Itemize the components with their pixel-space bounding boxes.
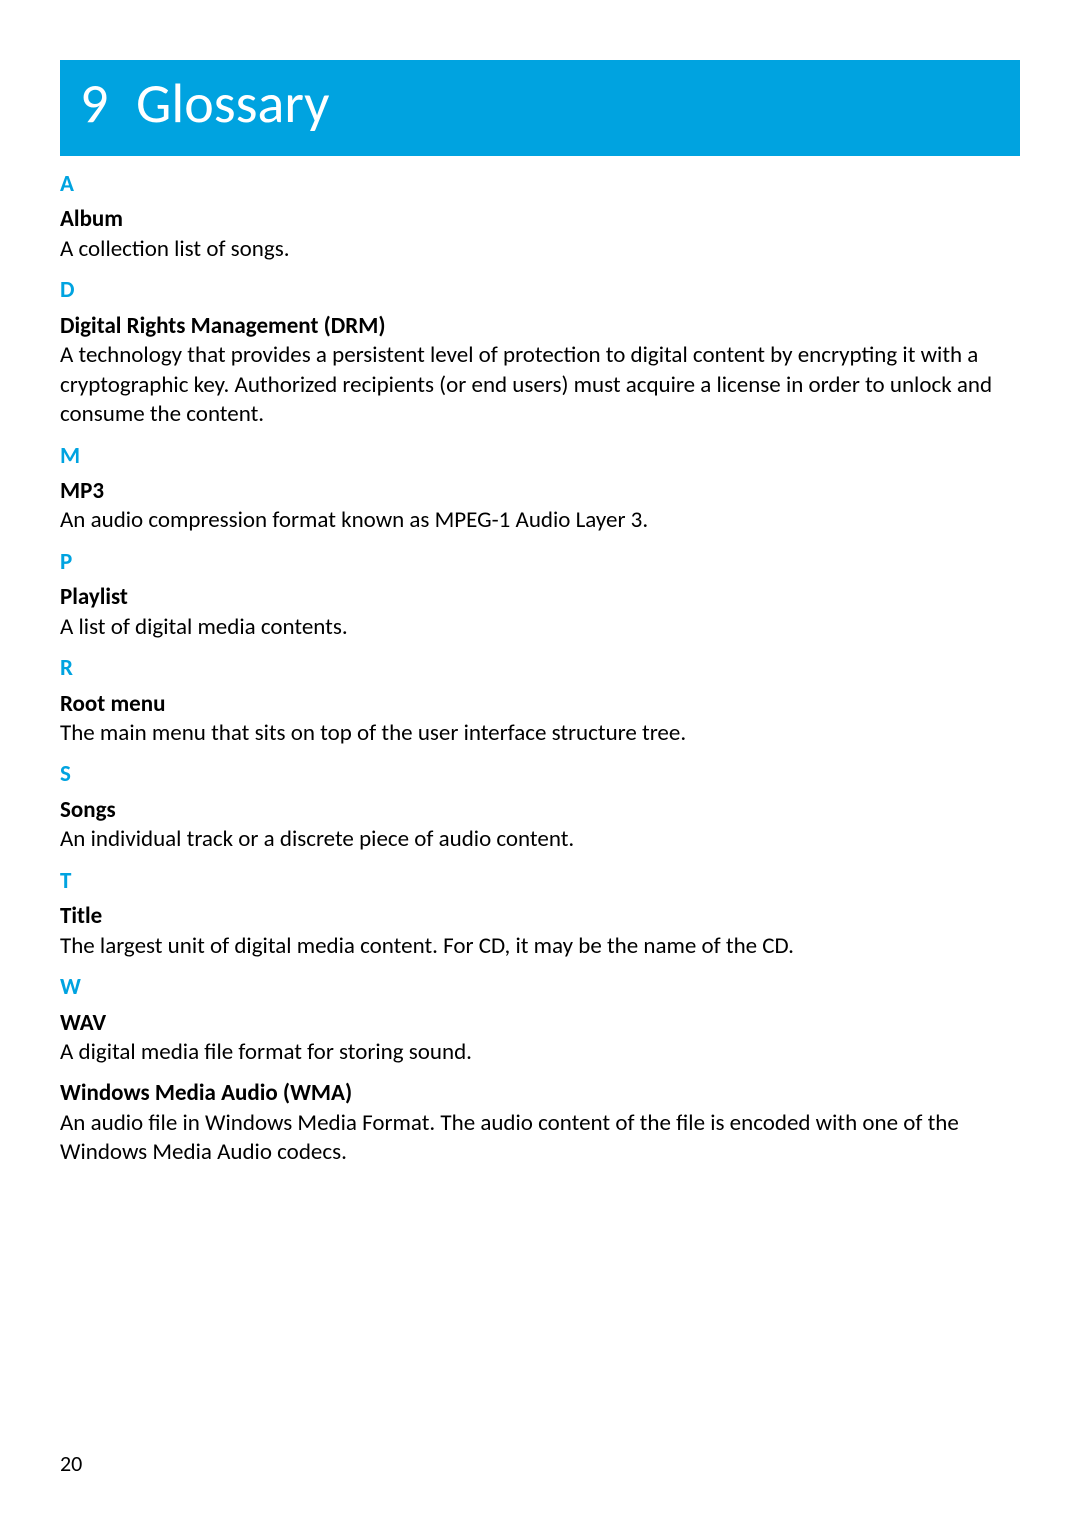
glossary-definition: A list of digital media contents. <box>60 613 1020 642</box>
glossary-term: MP3 <box>60 477 1020 506</box>
glossary-definition: A technology that provides a persistent … <box>60 341 1020 429</box>
glossary-content: A Album A collection list of songs. D Di… <box>60 170 1020 1168</box>
section-letter: S <box>60 760 1020 789</box>
glossary-term: Digital Rights Management (DRM) <box>60 312 1020 341</box>
glossary-term: Songs <box>60 796 1020 825</box>
section-letter: M <box>60 442 1020 471</box>
glossary-term: Album <box>60 205 1020 234</box>
glossary-term: Windows Media Audio (WMA) <box>60 1079 1020 1108</box>
section-letter: D <box>60 276 1020 305</box>
glossary-definition: An audio file in Windows Media Format. T… <box>60 1109 1020 1168</box>
page: 9 Glossary A Album A collection list of … <box>0 0 1080 1527</box>
section-letter: T <box>60 867 1020 896</box>
section-letter: W <box>60 973 1020 1002</box>
glossary-term: Root menu <box>60 690 1020 719</box>
section-letter: P <box>60 548 1020 577</box>
glossary-term: Title <box>60 902 1020 931</box>
glossary-term: WAV <box>60 1009 1020 1038</box>
section-letter: R <box>60 654 1020 683</box>
glossary-definition: An audio compression format known as MPE… <box>60 506 1020 535</box>
glossary-definition: The largest unit of digital media conten… <box>60 932 1020 961</box>
glossary-definition: The main menu that sits on top of the us… <box>60 719 1020 748</box>
glossary-definition: A collection list of songs. <box>60 235 1020 264</box>
glossary-definition: A digital media file format for storing … <box>60 1038 1020 1067</box>
chapter-banner: 9 Glossary <box>60 60 1020 156</box>
page-number: 20 <box>60 1450 82 1477</box>
glossary-term: Playlist <box>60 583 1020 612</box>
chapter-number: 9 <box>80 70 108 138</box>
chapter-title: Glossary <box>136 70 329 138</box>
section-letter: A <box>60 170 1020 199</box>
glossary-definition: An individual track or a discrete piece … <box>60 825 1020 854</box>
